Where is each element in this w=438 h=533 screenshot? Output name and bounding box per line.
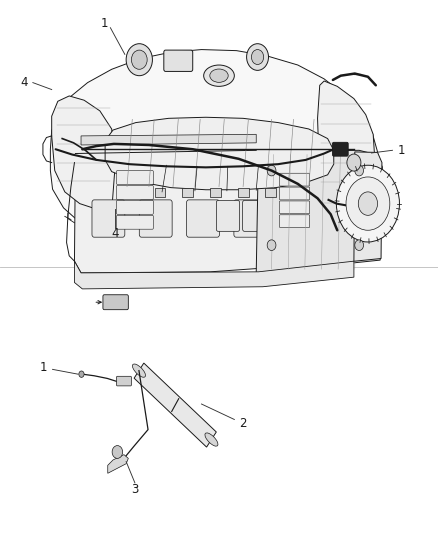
- Bar: [238, 188, 249, 197]
- Polygon shape: [134, 363, 216, 447]
- Bar: [210, 188, 221, 197]
- FancyBboxPatch shape: [279, 173, 310, 186]
- Ellipse shape: [132, 364, 145, 377]
- Circle shape: [355, 165, 364, 176]
- Polygon shape: [108, 455, 128, 473]
- Circle shape: [126, 44, 152, 76]
- Circle shape: [347, 154, 361, 171]
- FancyBboxPatch shape: [117, 171, 153, 184]
- Circle shape: [358, 192, 378, 215]
- Ellipse shape: [204, 65, 234, 86]
- Text: 1: 1: [40, 361, 48, 374]
- FancyBboxPatch shape: [117, 200, 153, 214]
- Bar: [155, 188, 165, 197]
- Ellipse shape: [210, 69, 228, 83]
- FancyBboxPatch shape: [117, 215, 153, 229]
- Text: 2: 2: [239, 417, 247, 430]
- Circle shape: [267, 165, 276, 176]
- FancyBboxPatch shape: [216, 200, 240, 231]
- Bar: [182, 188, 193, 197]
- Ellipse shape: [205, 433, 218, 446]
- FancyBboxPatch shape: [269, 200, 292, 231]
- Text: 4: 4: [20, 76, 28, 89]
- FancyBboxPatch shape: [92, 200, 125, 237]
- FancyBboxPatch shape: [279, 187, 310, 200]
- FancyBboxPatch shape: [103, 295, 128, 310]
- Circle shape: [79, 371, 84, 377]
- Polygon shape: [81, 134, 256, 145]
- Bar: [265, 188, 276, 197]
- Circle shape: [346, 177, 390, 230]
- FancyBboxPatch shape: [332, 142, 348, 156]
- Circle shape: [112, 446, 123, 458]
- Polygon shape: [256, 150, 382, 273]
- FancyBboxPatch shape: [164, 50, 193, 71]
- Circle shape: [131, 50, 147, 69]
- Text: 4: 4: [111, 228, 119, 240]
- Polygon shape: [74, 261, 354, 289]
- Polygon shape: [52, 96, 115, 211]
- Polygon shape: [50, 50, 379, 240]
- FancyBboxPatch shape: [279, 201, 310, 214]
- Circle shape: [336, 165, 399, 242]
- Text: 3: 3: [131, 483, 138, 496]
- Circle shape: [247, 44, 268, 70]
- Circle shape: [355, 240, 364, 251]
- FancyBboxPatch shape: [187, 200, 219, 237]
- Polygon shape: [105, 117, 334, 190]
- FancyBboxPatch shape: [279, 215, 310, 228]
- FancyBboxPatch shape: [117, 185, 153, 199]
- Circle shape: [251, 50, 264, 64]
- Polygon shape: [318, 81, 374, 225]
- Text: 1: 1: [397, 144, 405, 157]
- FancyBboxPatch shape: [234, 200, 267, 237]
- Polygon shape: [74, 149, 382, 273]
- FancyBboxPatch shape: [139, 200, 172, 237]
- Text: 1: 1: [100, 17, 108, 30]
- FancyBboxPatch shape: [295, 200, 318, 231]
- Circle shape: [267, 240, 276, 251]
- FancyBboxPatch shape: [243, 200, 266, 231]
- FancyBboxPatch shape: [117, 376, 131, 386]
- Polygon shape: [354, 152, 382, 261]
